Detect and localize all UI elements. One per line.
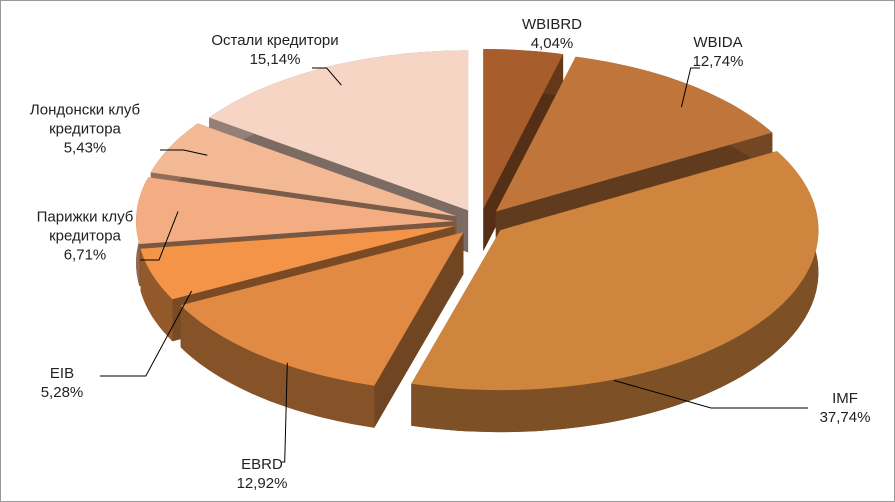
category-label: IMF — [832, 390, 858, 407]
leader-line — [140, 211, 179, 261]
slice — [150, 123, 457, 217]
leader-line — [282, 362, 288, 463]
value-label: 12,92% — [236, 475, 288, 492]
value-label: 12,74% — [692, 53, 744, 70]
category-label: EBRD — [241, 456, 283, 473]
data-label: EIB 5,28% — [22, 364, 102, 402]
data-label: Лондонски клуб кредитора 5,43% — [5, 101, 165, 158]
category-label: Остали кредитори — [211, 32, 339, 49]
data-label: Остали кредитори 15,14% — [175, 31, 375, 69]
slice — [483, 49, 564, 209]
category-label: WBIDA — [693, 34, 743, 51]
data-label: Парижки клуб кредитора 6,71% — [10, 208, 160, 265]
value-label: 5,43% — [63, 139, 107, 157]
leader-line — [680, 67, 700, 108]
slice — [180, 232, 464, 386]
value-label: 6,71% — [63, 246, 107, 264]
slice — [411, 151, 819, 391]
category-label: WBIBRD — [522, 16, 582, 33]
data-label: EBRD 12,92% — [212, 455, 312, 493]
slice-side — [374, 232, 464, 428]
slice-side — [180, 305, 375, 428]
category-label: EIB — [49, 365, 75, 382]
slice-side — [140, 248, 173, 342]
data-label: WBIBRD 4,04% — [492, 15, 612, 53]
leader-line — [100, 290, 193, 377]
slice — [140, 226, 456, 300]
leader-line — [160, 149, 208, 156]
leader-line — [613, 379, 808, 409]
category-label: Лондонски клуб кредитора — [29, 101, 141, 138]
leader-line — [312, 67, 342, 86]
data-label: WBIDA 12,74% — [668, 33, 768, 71]
value-label: 5,28% — [40, 384, 84, 401]
value-label: 15,14% — [249, 51, 301, 68]
slice — [495, 56, 773, 212]
data-label: IMF 37,74% — [795, 389, 895, 427]
slice — [209, 50, 469, 211]
category-label: Парижки клуб кредитора — [36, 208, 134, 245]
value-label: 4,04% — [530, 35, 574, 52]
slice-side — [411, 151, 819, 433]
slice — [136, 177, 455, 244]
value-label: 37,74% — [819, 409, 871, 426]
